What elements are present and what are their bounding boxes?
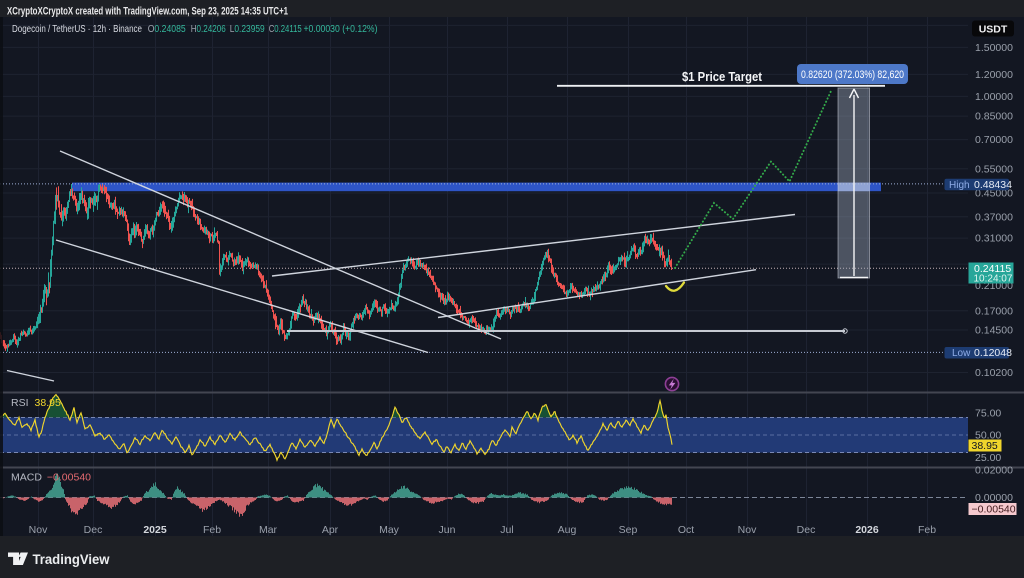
svg-text:Sep: Sep — [619, 524, 638, 536]
svg-text:Mar: Mar — [259, 524, 278, 536]
svg-text:USDT: USDT — [979, 23, 1008, 35]
svg-text:High: High — [949, 180, 970, 191]
svg-text:0.85000: 0.85000 — [975, 111, 1013, 123]
svg-text:−0.00540: −0.00540 — [972, 504, 1016, 516]
svg-text:Nov: Nov — [738, 524, 757, 536]
svg-text:Apr: Apr — [322, 524, 339, 536]
svg-text:Dec: Dec — [84, 524, 103, 536]
svg-text:0.82620 (372.03%) 82,620: 0.82620 (372.03%) 82,620 — [801, 69, 904, 81]
svg-text:XCryptoXCryptoX created with T: XCryptoXCryptoX created with TradingView… — [7, 6, 288, 18]
svg-text:Oct: Oct — [678, 524, 694, 536]
svg-text:MACD−0.00540: MACD −0.00540 — [11, 472, 91, 484]
svg-text:Dogecoin / TetherUS · 12h · Bi: Dogecoin / TetherUS · 12h · Binance — [12, 24, 142, 35]
svg-text:Jun: Jun — [439, 524, 456, 536]
svg-text:C0.24115: C0.24115 — [269, 24, 302, 35]
svg-text:0.55000: 0.55000 — [975, 163, 1013, 175]
svg-text:Jul: Jul — [500, 524, 513, 536]
svg-text:0.24115: 0.24115 — [974, 263, 1011, 275]
svg-text:2025: 2025 — [143, 524, 167, 536]
svg-text:75.00: 75.00 — [975, 408, 1001, 420]
svg-text:1.00000: 1.00000 — [975, 91, 1013, 103]
svg-text:0.48434: 0.48434 — [974, 179, 1012, 191]
svg-text:0.45000: 0.45000 — [975, 188, 1013, 200]
svg-text:$1 Price Target: $1 Price Target — [682, 69, 763, 84]
svg-text:L0.23959: L0.23959 — [230, 24, 265, 35]
svg-text:Aug: Aug — [558, 524, 577, 536]
svg-text:TradingView: TradingView — [33, 551, 110, 567]
svg-text:Low: Low — [952, 348, 971, 359]
svg-text:25.00: 25.00 — [975, 452, 1001, 464]
svg-text:1.20000: 1.20000 — [975, 69, 1013, 81]
svg-text:0.14500: 0.14500 — [975, 325, 1013, 337]
svg-text:Nov: Nov — [29, 524, 48, 536]
svg-text:0.02000: 0.02000 — [975, 465, 1013, 477]
svg-text:0.37000: 0.37000 — [975, 211, 1013, 223]
svg-text:0.10200: 0.10200 — [975, 367, 1013, 379]
svg-text:1.50000: 1.50000 — [975, 42, 1013, 54]
svg-text:H0.24206: H0.24206 — [191, 24, 226, 35]
svg-text:Feb: Feb — [918, 524, 936, 536]
svg-text:May: May — [379, 524, 400, 536]
svg-text:0.31000: 0.31000 — [975, 233, 1013, 245]
svg-text:O0.24085: O0.24085 — [148, 24, 186, 35]
svg-text:38.95: 38.95 — [972, 440, 998, 452]
svg-text:50.00: 50.00 — [975, 430, 1001, 442]
svg-text:Dec: Dec — [797, 524, 816, 536]
svg-text:Feb: Feb — [203, 524, 221, 536]
svg-text:10:24:07: 10:24:07 — [974, 274, 1013, 285]
svg-text:0.70000: 0.70000 — [975, 134, 1013, 146]
svg-text:0.17000: 0.17000 — [975, 305, 1013, 317]
svg-text:+0.00030 (+0.12%): +0.00030 (+0.12%) — [304, 24, 378, 35]
svg-text:0.12048: 0.12048 — [974, 347, 1012, 359]
svg-text:2026: 2026 — [855, 524, 879, 536]
svg-text:0.00000: 0.00000 — [975, 492, 1013, 504]
